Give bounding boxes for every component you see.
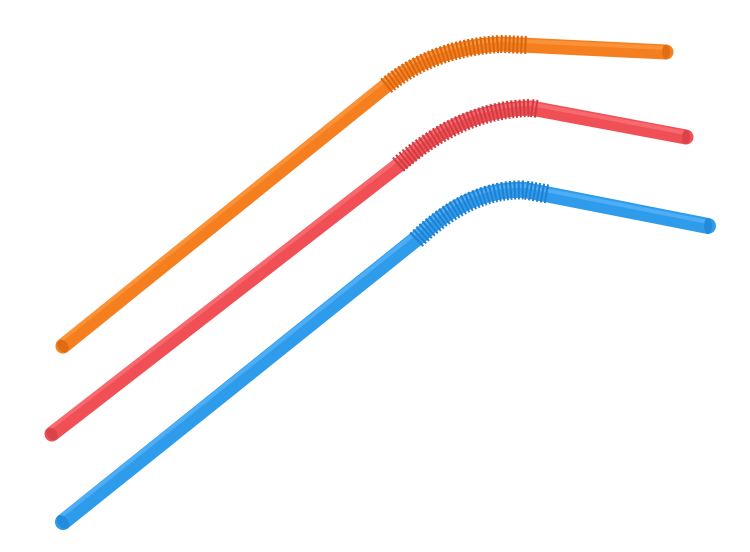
red-straw-bottom-end bbox=[46, 427, 58, 441]
blue-straw-bottom-end bbox=[56, 514, 70, 530]
orange-straw-top-end bbox=[662, 45, 670, 59]
red-straw bbox=[44, 98, 694, 442]
orange-straw bbox=[55, 34, 674, 354]
orange-straw-bellows bbox=[380, 34, 529, 94]
red-straw-bellows bbox=[392, 98, 540, 172]
red-straw-top-end bbox=[682, 130, 690, 144]
orange-straw-bottom-end bbox=[57, 339, 69, 353]
blue-straw-top-end bbox=[704, 218, 712, 234]
blue-straw bbox=[55, 180, 716, 530]
